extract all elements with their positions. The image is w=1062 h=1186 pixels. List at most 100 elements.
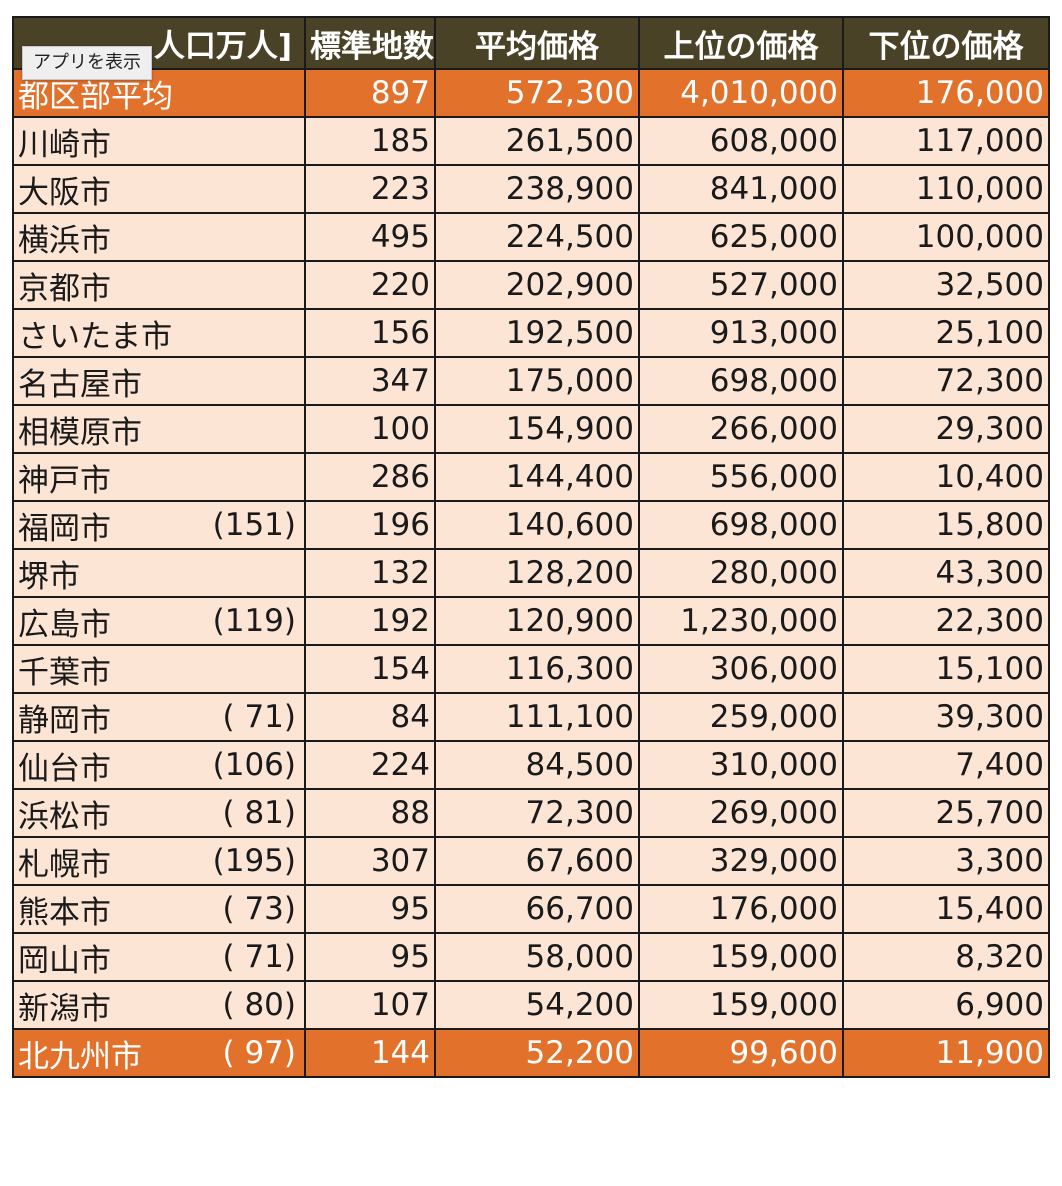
table-row: 札幌市 (195) 307 67,600 329,000 3,300	[12, 836, 1050, 886]
city-name: 広島市	[18, 606, 111, 643]
city-name: 仙台市	[18, 750, 111, 787]
top-price-cell: 913,000	[638, 308, 844, 358]
table-body: 都区部平均 897 572,300 4,010,000 176,000 川崎市 185 261…	[12, 68, 1050, 1078]
city-cell: 京都市	[12, 260, 306, 310]
city-cell: 仙台市 (106)	[12, 740, 306, 790]
top-price-cell: 527,000	[638, 260, 844, 310]
city-name: 札幌市	[18, 846, 111, 883]
top-price-cell: 259,000	[638, 692, 844, 742]
low-price-cell: 7,400	[842, 740, 1050, 790]
count-cell: 347	[304, 356, 436, 406]
low-price-cell: 43,300	[842, 548, 1050, 598]
top-price-cell: 280,000	[638, 548, 844, 598]
avg-price-cell: 144,400	[434, 452, 640, 502]
city-cell: 堺市	[12, 548, 306, 598]
city-name: 岡山市	[18, 942, 111, 979]
count-cell: 132	[304, 548, 436, 598]
avg-price-cell: 154,900	[434, 404, 640, 454]
low-price-cell: 11,900	[842, 1028, 1050, 1078]
top-price-cell: 841,000	[638, 164, 844, 214]
low-price-cell: 15,400	[842, 884, 1050, 934]
low-price-cell: 3,300	[842, 836, 1050, 886]
city-population: ( 71)	[222, 939, 297, 975]
table-row: 大阪市 223 238,900 841,000 110,000	[12, 164, 1050, 214]
avg-price-cell: 66,700	[434, 884, 640, 934]
header-low: 下位の価格	[842, 16, 1050, 70]
show-app-tooltip[interactable]: アプリを表示	[22, 46, 152, 80]
city-population: (195)	[212, 843, 296, 879]
city-name: 新潟市	[18, 990, 111, 1027]
city-cell: 相模原市	[12, 404, 306, 454]
price-table-container: アプリを表示 人口万人] 標準地数 平均価格 上位の価格 下位の価格 都区部平均…	[12, 16, 1050, 1078]
city-name: 千葉市	[18, 654, 111, 691]
count-cell: 156	[304, 308, 436, 358]
table-row: 浜松市 ( 81) 88 72,300 269,000 25,700	[12, 788, 1050, 838]
table-row: 福岡市 (151) 196 140,600 698,000 15,800	[12, 500, 1050, 550]
low-price-cell: 25,700	[842, 788, 1050, 838]
land-price-table: 人口万人] 標準地数 平均価格 上位の価格 下位の価格 都区部平均 897 572,…	[12, 16, 1050, 1078]
avg-price-cell: 116,300	[434, 644, 640, 694]
city-cell: 岡山市 ( 71)	[12, 932, 306, 982]
count-cell: 154	[304, 644, 436, 694]
top-price-cell: 266,000	[638, 404, 844, 454]
top-price-cell: 698,000	[638, 356, 844, 406]
avg-price-cell: 238,900	[434, 164, 640, 214]
low-price-cell: 6,900	[842, 980, 1050, 1030]
city-cell: 北九州市 ( 97)	[12, 1028, 306, 1078]
count-cell: 100	[304, 404, 436, 454]
low-price-cell: 25,100	[842, 308, 1050, 358]
city-name: 福岡市	[18, 510, 111, 547]
city-name: さいたま市	[18, 318, 173, 355]
top-price-cell: 556,000	[638, 452, 844, 502]
count-cell: 495	[304, 212, 436, 262]
table-row: 川崎市 185 261,500 608,000 117,000	[12, 116, 1050, 166]
avg-price-cell: 140,600	[434, 500, 640, 550]
city-cell: 名古屋市	[12, 356, 306, 406]
low-price-cell: 72,300	[842, 356, 1050, 406]
top-price-cell: 608,000	[638, 116, 844, 166]
city-cell: 川崎市	[12, 116, 306, 166]
city-cell: 横浜市	[12, 212, 306, 262]
table-row: 静岡市 ( 71) 84 111,100 259,000 39,300	[12, 692, 1050, 742]
city-cell: 熊本市 ( 73)	[12, 884, 306, 934]
table-row: 岡山市 ( 71) 95 58,000 159,000 8,320	[12, 932, 1050, 982]
table-row: 相模原市 100 154,900 266,000 29,300	[12, 404, 1050, 454]
city-name: 熊本市	[18, 894, 111, 931]
avg-price-cell: 54,200	[434, 980, 640, 1030]
count-cell: 286	[304, 452, 436, 502]
header-row: 人口万人] 標準地数 平均価格 上位の価格 下位の価格	[12, 16, 1050, 70]
top-price-cell: 329,000	[638, 836, 844, 886]
city-cell: 新潟市 ( 80)	[12, 980, 306, 1030]
table-row: 都区部平均 897 572,300 4,010,000 176,000	[12, 68, 1050, 118]
header-city-label: 人口万人]	[153, 28, 292, 65]
table-row: 仙台市 (106) 224 84,500 310,000 7,400	[12, 740, 1050, 790]
city-name: 北九州市	[18, 1038, 142, 1075]
table-row: 名古屋市 347 175,000 698,000 72,300	[12, 356, 1050, 406]
top-price-cell: 310,000	[638, 740, 844, 790]
top-price-cell: 99,600	[638, 1028, 844, 1078]
avg-price-cell: 175,000	[434, 356, 640, 406]
city-population: (151)	[212, 507, 296, 543]
table-row: 広島市 (119) 192 120,900 1,230,000 22,300	[12, 596, 1050, 646]
table-row: 横浜市 495 224,500 625,000 100,000	[12, 212, 1050, 262]
avg-price-cell: 67,600	[434, 836, 640, 886]
city-name: 浜松市	[18, 798, 111, 835]
count-cell: 144	[304, 1028, 436, 1078]
top-price-cell: 269,000	[638, 788, 844, 838]
count-cell: 307	[304, 836, 436, 886]
city-cell: 静岡市 ( 71)	[12, 692, 306, 742]
table-row: 新潟市 ( 80) 107 54,200 159,000 6,900	[12, 980, 1050, 1030]
low-price-cell: 15,100	[842, 644, 1050, 694]
top-price-cell: 1,230,000	[638, 596, 844, 646]
city-name: 京都市	[18, 270, 111, 307]
city-name: 名古屋市	[18, 366, 142, 403]
table-row: さいたま市 156 192,500 913,000 25,100	[12, 308, 1050, 358]
city-cell: 札幌市 (195)	[12, 836, 306, 886]
low-price-cell: 29,300	[842, 404, 1050, 454]
low-price-cell: 10,400	[842, 452, 1050, 502]
count-cell: 192	[304, 596, 436, 646]
table-row: 北九州市 ( 97) 144 52,200 99,600 11,900	[12, 1028, 1050, 1078]
low-price-cell: 117,000	[842, 116, 1050, 166]
avg-price-cell: 261,500	[434, 116, 640, 166]
top-price-cell: 4,010,000	[638, 68, 844, 118]
